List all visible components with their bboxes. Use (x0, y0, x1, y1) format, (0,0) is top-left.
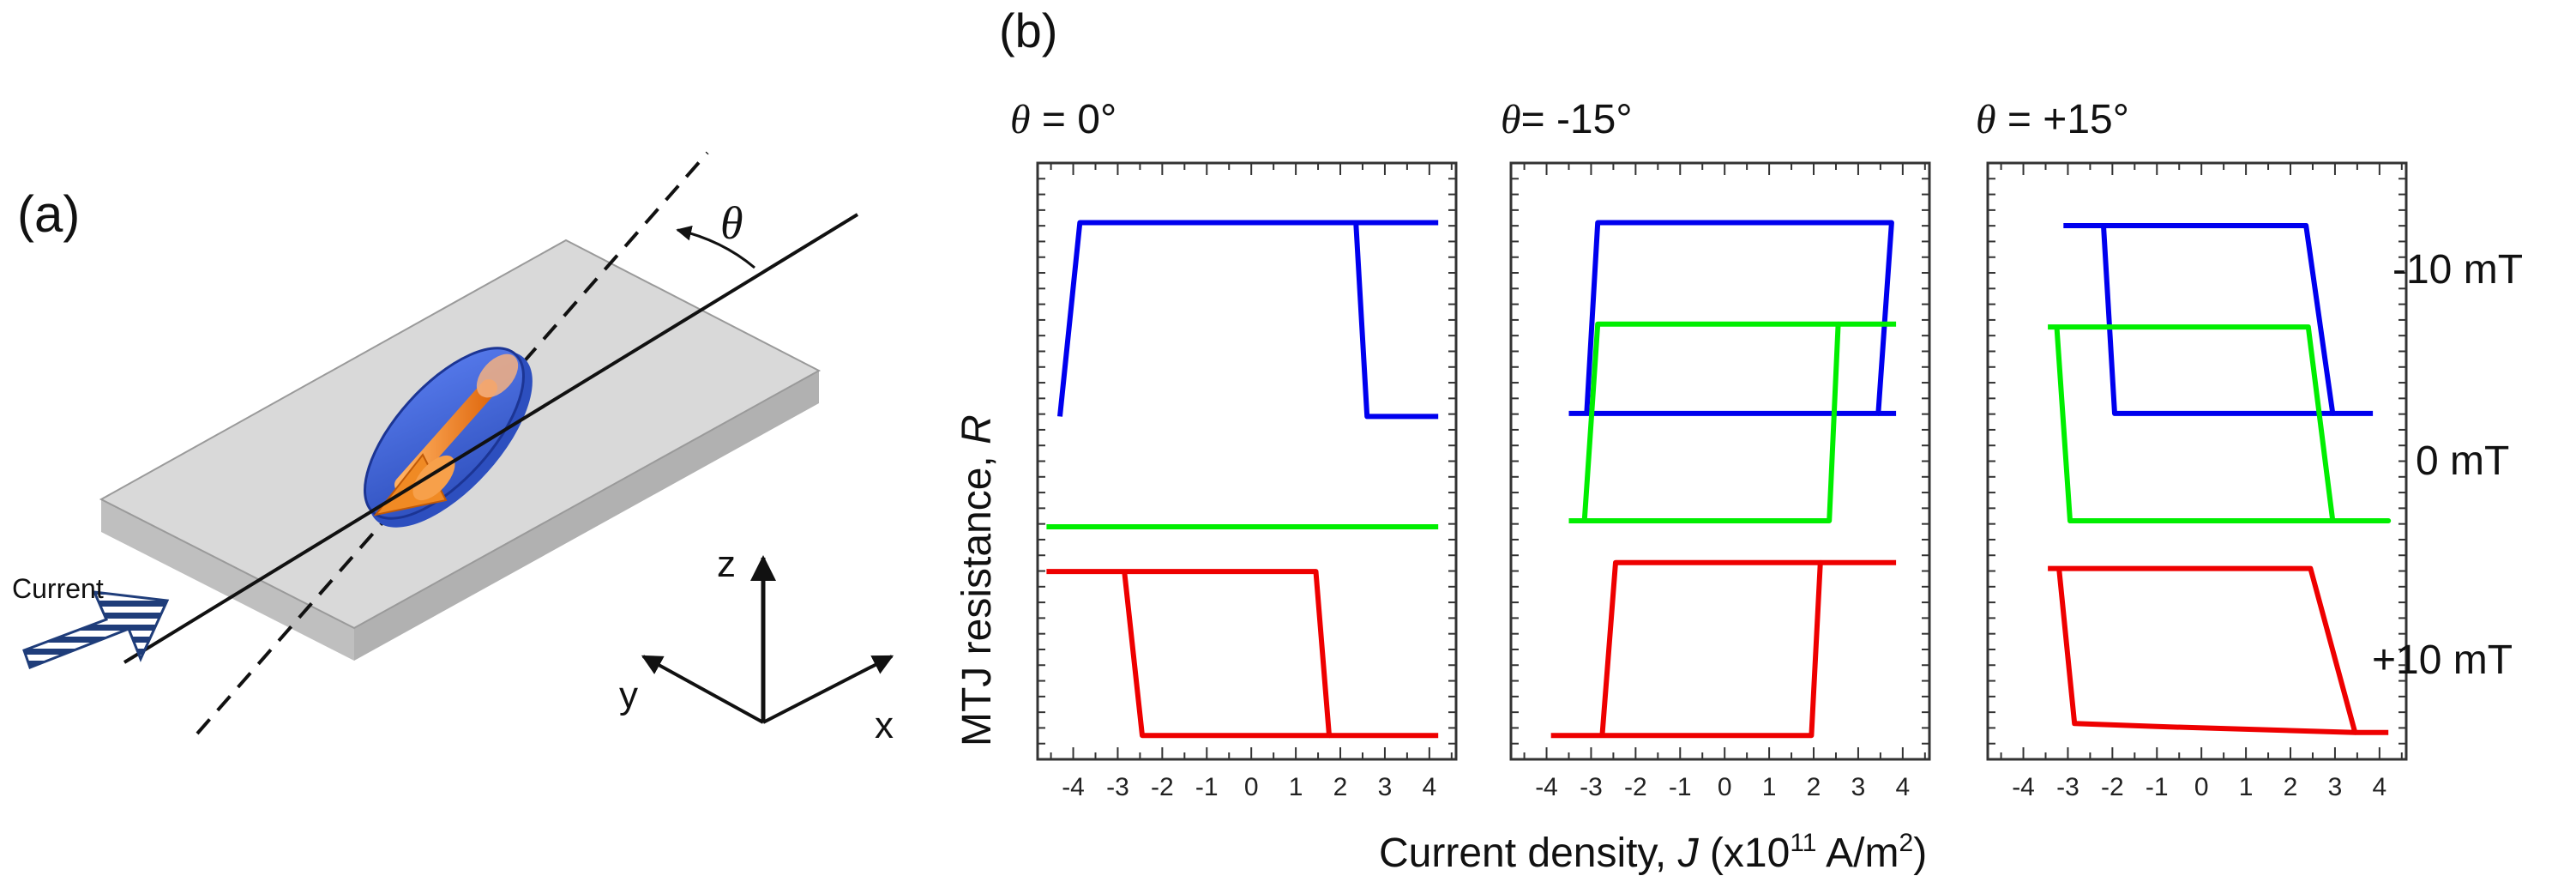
chart-title-minus15: θ= -15° (1501, 97, 1633, 142)
x-tick-label: 4 (1423, 773, 1437, 801)
x-axis-title: Current density, J (x1011 A/m2) (1379, 829, 1927, 876)
x-axis-units-post: ) (1913, 831, 1927, 876)
x-tick-label: 0 (1718, 773, 1732, 801)
panel-b-charts: (b) θ = 0°-4 -3 -2 -1 0 1 2 3 4 θ= -15°-4 -3 -2 -1 0… (954, 3, 2523, 876)
y-axis-title-var: R (954, 414, 1000, 444)
x-tick-label: -2 (2101, 773, 2124, 801)
theta-symbol: θ (720, 197, 743, 249)
series-line-minus10mT (1057, 220, 1439, 420)
axis-y-label: y (619, 674, 638, 716)
series-line-minus10mT (1568, 220, 1894, 416)
x-axis-square: 2 (1899, 829, 1914, 857)
x-tick-label: 2 (1807, 773, 1821, 801)
plot-theta-minus15: θ= -15° -4 -3 -2 -1 0 1 2 3 4 (1501, 97, 1931, 801)
panel-a-label: (a) (17, 185, 80, 243)
series-line-plus10mT (1550, 559, 1823, 739)
x-tick-label: 1 (1762, 773, 1777, 801)
x-tick-label: -3 (1106, 773, 1129, 801)
theta-arc (676, 225, 755, 269)
series-line-0mT (1568, 321, 1841, 523)
x-tick-label: 3 (1378, 773, 1393, 801)
legend-plus10mT: +10 mT (2372, 637, 2513, 683)
x-axis-exponent: 11 (1790, 829, 1816, 857)
x-tick-label: 3 (2328, 773, 2343, 801)
x-tick-label: -4 (1535, 773, 1558, 801)
x-axis-units-pre: (x10 (1699, 831, 1791, 876)
series-line-minus10mT (2063, 223, 2336, 416)
plot-frame (1036, 161, 1458, 761)
x-axis-title-var: J (1677, 831, 1700, 876)
x-tick-label: -4 (1062, 773, 1085, 801)
x-tick-label: -1 (1195, 773, 1219, 801)
y-axis-title: MTJ resistance, R (954, 414, 1000, 746)
x-tick-label: 1 (2239, 773, 2254, 801)
series-line-0mT (2048, 324, 2392, 523)
series-line-plus10mT (1046, 569, 1332, 739)
x-tick-label: -1 (1669, 773, 1692, 801)
chart-title-symbol: θ (1501, 97, 1521, 142)
x-tick-label: -2 (1151, 773, 1174, 801)
x-tick-label: -3 (2056, 773, 2079, 801)
x-tick-label: -3 (1580, 773, 1603, 801)
x-tick-label: -2 (1624, 773, 1647, 801)
x-axis-title-text: Current density, (1379, 831, 1678, 876)
x-tick-label: 3 (1851, 773, 1866, 801)
chart-title-symbol: θ (1976, 97, 1996, 142)
x-tick-label: 0 (1244, 773, 1259, 801)
coordinate-axes (641, 555, 894, 724)
chart-title-value: = +15° (1996, 97, 2129, 142)
plot-frame (1986, 161, 2408, 761)
axis-z-label: z (717, 543, 736, 585)
x-axis-units-mid: A/m (1816, 831, 1899, 876)
chart-title-value: = -15° (1521, 97, 1633, 142)
legend-0mT: 0 mT (2416, 438, 2509, 484)
x-tick-label: -1 (2146, 773, 2169, 801)
current-axis-line (123, 213, 859, 664)
x-tick-label: 4 (2373, 773, 2387, 801)
x-tick-label: 4 (1896, 773, 1911, 801)
plot-theta-plus15: θ = +15° -4 -3 -2 -1 0 1 2 3 4 (1976, 97, 2408, 801)
x-tick-label: 1 (1289, 773, 1303, 801)
chart-title-symbol: θ (1010, 97, 1031, 142)
x-tick-label: -4 (2012, 773, 2035, 801)
chart-title-value: = 0° (1031, 97, 1117, 142)
legend-minus10mT: -10 mT (2392, 247, 2523, 293)
axis-x-label: x (875, 704, 894, 746)
y-axis-title-text: MTJ resistance, (954, 444, 1000, 746)
current-input-arrow-icon (22, 590, 170, 669)
x-tick-label: 0 (2194, 773, 2209, 801)
plot-theta-0: θ = 0° -4 -3 -2 -1 0 1 2 3 4 (1010, 97, 1458, 801)
chart-title-plus15: θ = +15° (1976, 97, 2129, 142)
plot-frame (1509, 161, 1931, 761)
x-tick-label: 2 (2284, 773, 2298, 801)
x-tick-label: 2 (1333, 773, 1348, 801)
series-line-plus10mT (2048, 565, 2358, 735)
panel-a-schematic: (a) θ Current (12, 151, 894, 746)
panel-b-label: (b) (999, 3, 1057, 57)
chart-title-0: θ = 0° (1010, 97, 1116, 142)
current-label: Current (12, 573, 104, 604)
